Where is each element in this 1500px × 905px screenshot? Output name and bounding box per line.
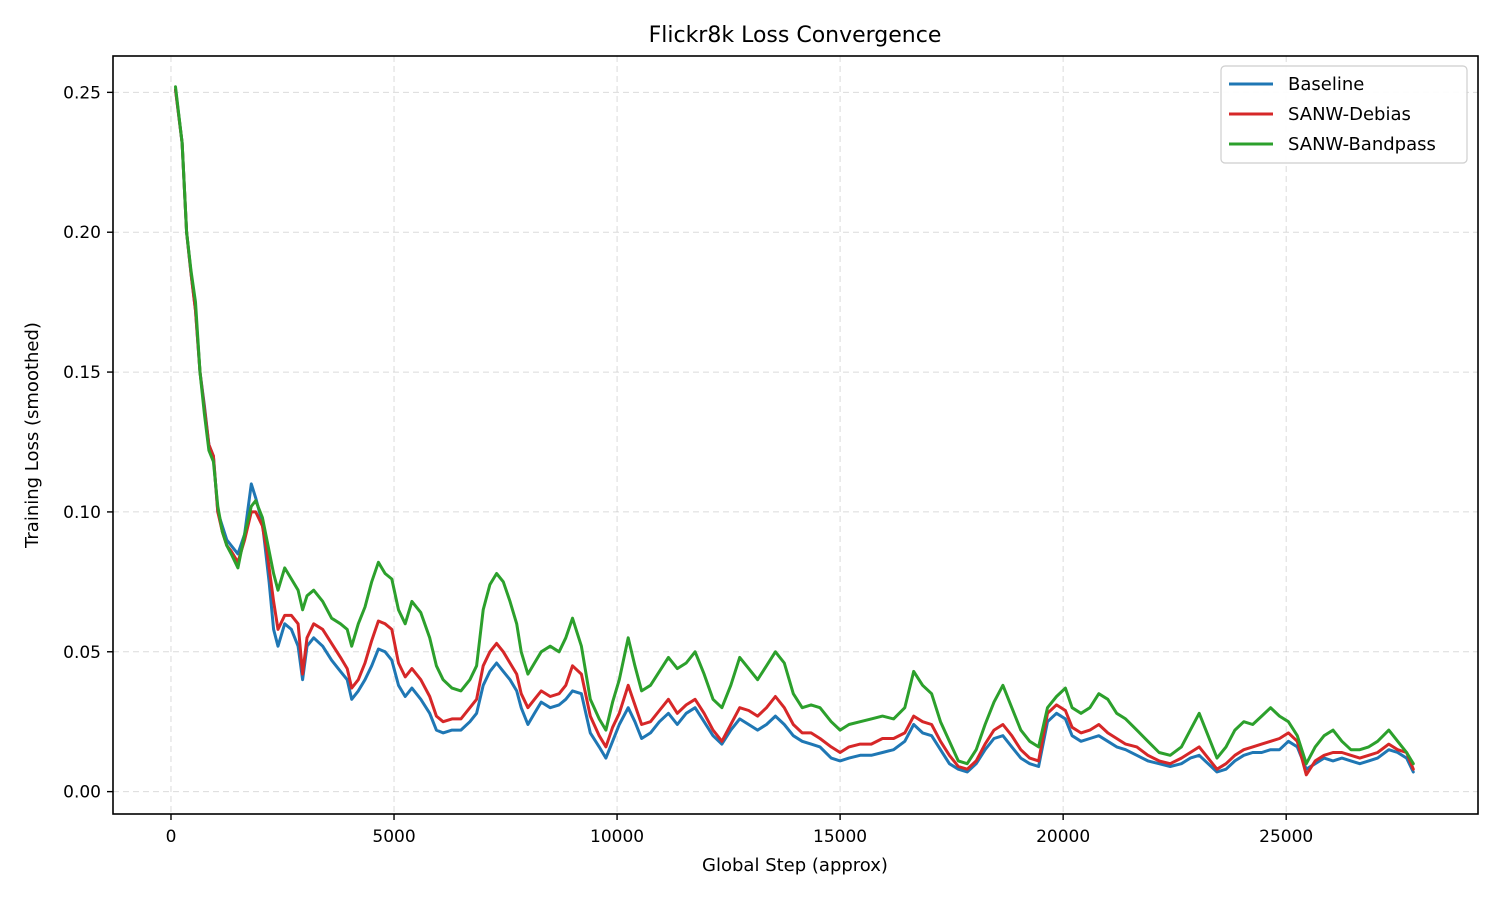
x-tick-label: 0 [166,827,177,847]
x-tick-label: 20000 [1036,827,1090,847]
x-axis-label: Global Step (approx) [702,855,888,876]
x-axis-ticks: 0 5000 10000 15000 20000 25000 [166,814,1313,847]
x-tick-label: 10000 [590,827,644,847]
chart-title: Flickr8k Loss Convergence [649,23,942,48]
y-axis-label: Training Loss (smoothed) [22,322,43,549]
plot-frame [112,55,1479,815]
legend-label: SANW-Bandpass [1288,134,1436,155]
series-lines [174,85,1415,777]
x-tick-label: 15000 [813,827,867,847]
y-axis-ticks: 0.00 0.05 0.10 0.15 0.20 0.25 [63,83,113,803]
legend-label: SANW-Debias [1288,104,1411,125]
y-tick-label: 0.10 [63,503,101,523]
y-tick-label: 0.20 [63,223,101,243]
x-tick-label: 5000 [372,827,415,847]
legend: Baseline SANW-Debias SANW-Bandpass [1220,65,1468,164]
x-tick-label: 25000 [1259,827,1313,847]
series-line-baseline [174,88,1415,774]
y-tick-label: 0.00 [63,783,101,803]
legend-box [1220,65,1468,164]
y-tick-label: 0.15 [63,363,101,383]
series-line-sanw-debias [174,88,1415,777]
legend-label: Baseline [1288,74,1364,95]
y-tick-label: 0.25 [63,83,101,103]
y-tick-label: 0.05 [63,643,101,663]
grid [113,56,1478,814]
series-line-sanw-bandpass [174,85,1415,766]
